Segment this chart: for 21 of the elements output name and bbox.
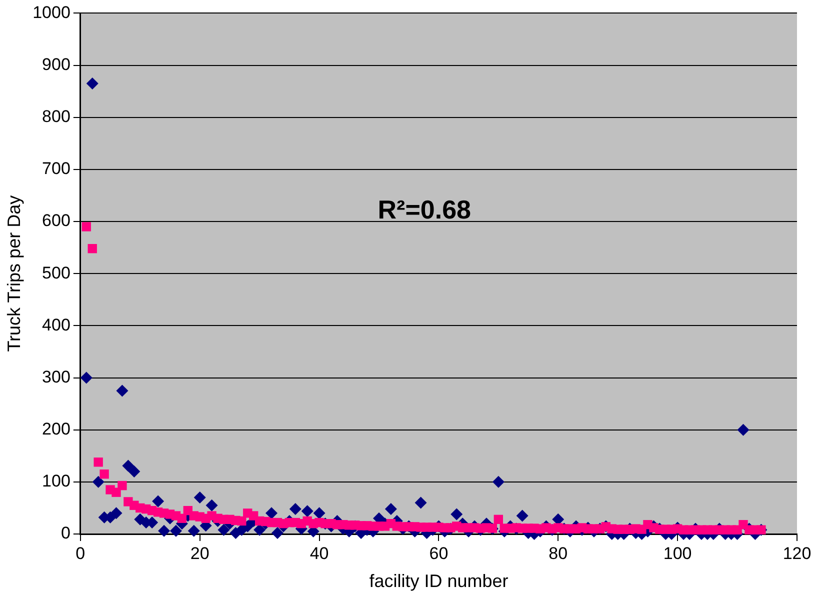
x-tick-label: 60 (429, 544, 448, 563)
y-tick-label: 900 (42, 54, 70, 74)
x-tick-label: 120 (782, 544, 812, 563)
y-tick-label: 800 (42, 107, 70, 126)
y-tick-label: 1000 (32, 2, 70, 22)
x-tick-label: 80 (548, 544, 568, 563)
y-tick-label: 0 (60, 524, 70, 543)
y-tick-label: 300 (42, 367, 70, 386)
x-tick-label: 0 (76, 544, 86, 563)
annotation: R²=0.68 (378, 194, 471, 224)
x-tick-label: 20 (190, 544, 210, 563)
x-tick-label: 40 (310, 544, 329, 563)
y-tick-label: 500 (42, 263, 70, 282)
y-tick-label: 100 (42, 472, 70, 491)
y-tick-label: 400 (42, 315, 70, 334)
y-tick-label: 200 (42, 420, 70, 439)
x-tick-label: 100 (663, 544, 692, 563)
y-tick-label: 700 (42, 159, 70, 178)
x-axis-title: facility ID number (369, 571, 508, 592)
y-axis-title: Truck Trips per Day (4, 195, 24, 352)
y-tick-label: 600 (42, 211, 70, 230)
